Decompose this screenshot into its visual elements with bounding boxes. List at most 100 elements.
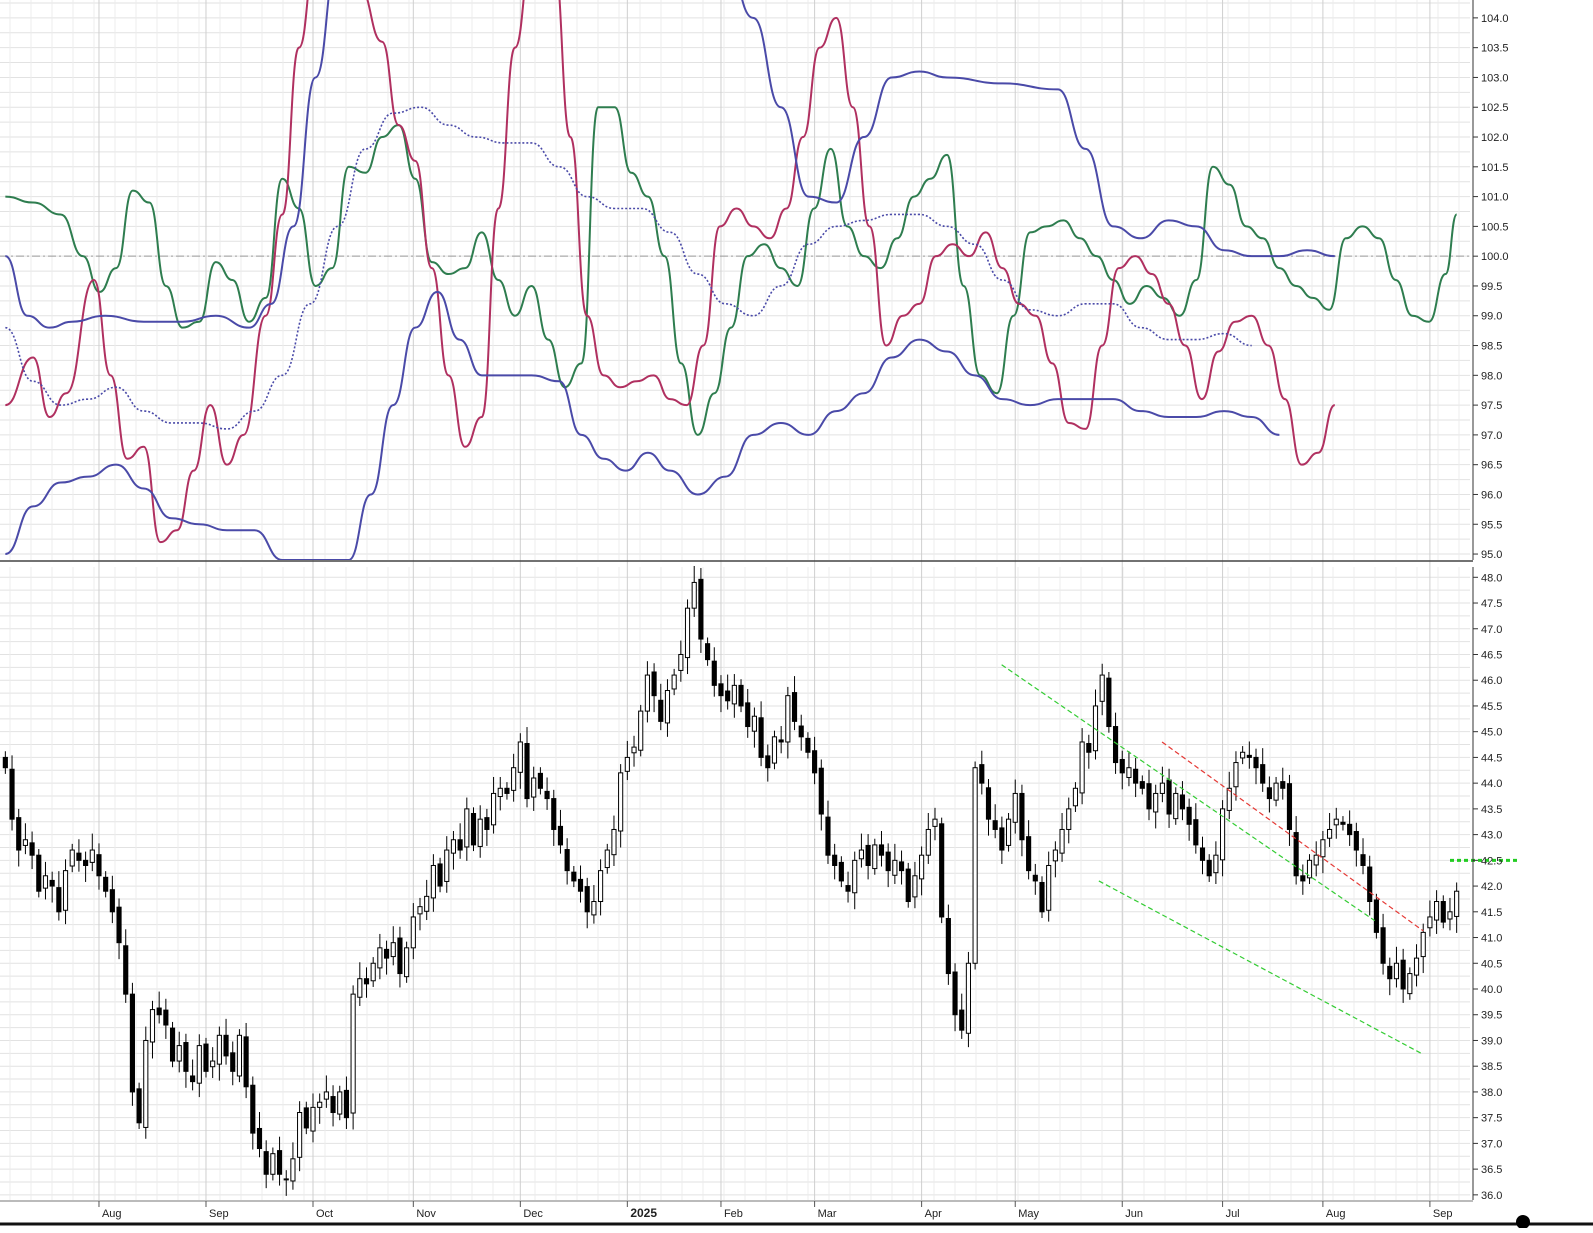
candle (370, 957, 376, 987)
candle-body (1153, 792, 1159, 813)
candle-body (210, 1060, 216, 1068)
candle (885, 843, 891, 888)
candle-body (524, 743, 530, 800)
candle-body (1173, 792, 1179, 820)
candle-body (1393, 962, 1400, 980)
candle (89, 833, 95, 872)
candle-body (1126, 767, 1132, 778)
candle (511, 753, 517, 802)
candle-body (1454, 890, 1460, 917)
candle-body (551, 798, 557, 830)
candle (1126, 751, 1132, 787)
y-tick-label: 97.0 (1481, 430, 1502, 442)
candle (49, 871, 55, 903)
y-tick-label: 38.0 (1481, 1087, 1502, 1099)
candle-body (584, 886, 590, 913)
candle (557, 809, 564, 854)
candle (1293, 816, 1299, 885)
candle-body (29, 842, 35, 856)
candle (718, 675, 724, 713)
candle (156, 991, 162, 1024)
candle (390, 926, 396, 966)
candle (651, 663, 657, 713)
candle (1166, 768, 1172, 828)
candle (143, 1026, 149, 1139)
candle-body (2, 756, 8, 769)
candle (1032, 863, 1038, 895)
y-tick-label: 45.5 (1481, 701, 1502, 713)
candle (985, 779, 992, 836)
candle (1246, 741, 1252, 769)
candle (745, 688, 751, 738)
candle-body (103, 876, 109, 892)
candle (383, 940, 390, 975)
candle-body (404, 947, 410, 978)
candle (1086, 734, 1092, 769)
candle-body (236, 1034, 242, 1077)
candle-body (330, 1096, 336, 1114)
candle (698, 568, 704, 653)
candle-body (69, 849, 75, 867)
y-tick-label: 95.0 (1481, 549, 1502, 561)
y-tick-label: 48.0 (1481, 572, 1502, 584)
candle (223, 1018, 229, 1065)
candle-body (216, 1034, 222, 1065)
candle-body (1387, 965, 1393, 980)
y-tick-label: 37.0 (1481, 1138, 1502, 1150)
candle-body (1193, 819, 1199, 846)
candle (410, 903, 416, 960)
candle-body (1434, 901, 1440, 921)
candle (564, 838, 570, 885)
y-tick-label: 44.5 (1481, 752, 1502, 764)
candle (1052, 841, 1058, 878)
candle (791, 676, 798, 731)
indicator-series-0 (5, 106, 1458, 436)
candle (1133, 757, 1139, 798)
candle (1012, 779, 1018, 834)
candle (230, 1041, 236, 1086)
candle (283, 1170, 289, 1196)
candle (357, 962, 363, 1006)
candle (317, 1093, 323, 1124)
candle-body (397, 937, 403, 975)
candle (123, 929, 129, 1003)
candle (852, 851, 858, 910)
candle (865, 834, 871, 880)
candle (1427, 900, 1433, 937)
grid (0, 0, 1470, 1200)
candle-body (450, 839, 457, 854)
candle-body (477, 818, 483, 847)
candle (771, 730, 778, 770)
candle-body (1179, 794, 1186, 810)
candle-body (1273, 782, 1279, 801)
candle-body (925, 828, 931, 856)
candle (216, 1026, 222, 1081)
price-panel (2, 565, 1520, 1196)
candle-body (511, 767, 517, 791)
candle (624, 740, 630, 781)
candle (1434, 890, 1440, 934)
y-tick-label: 103.5 (1481, 43, 1509, 55)
candle (919, 846, 925, 896)
indicator-series-4 (5, 106, 1252, 430)
candle (598, 859, 604, 916)
candle (16, 808, 22, 867)
candle-body (9, 768, 15, 820)
candle-body (383, 948, 390, 959)
candle-body (1360, 854, 1366, 866)
candle-body (1347, 823, 1353, 836)
candle (1099, 663, 1105, 716)
candle (1440, 895, 1446, 929)
candle (397, 926, 403, 988)
candle-body (571, 871, 577, 882)
candle (1233, 751, 1239, 801)
candle (818, 759, 824, 831)
candle (417, 897, 423, 931)
candle-body (872, 844, 878, 870)
candle-body (1280, 781, 1286, 789)
candle-body (129, 993, 135, 1093)
candle (1367, 855, 1373, 916)
x-tick-label: Feb (724, 1208, 743, 1220)
candle-body (537, 772, 543, 789)
candle (1079, 728, 1085, 805)
